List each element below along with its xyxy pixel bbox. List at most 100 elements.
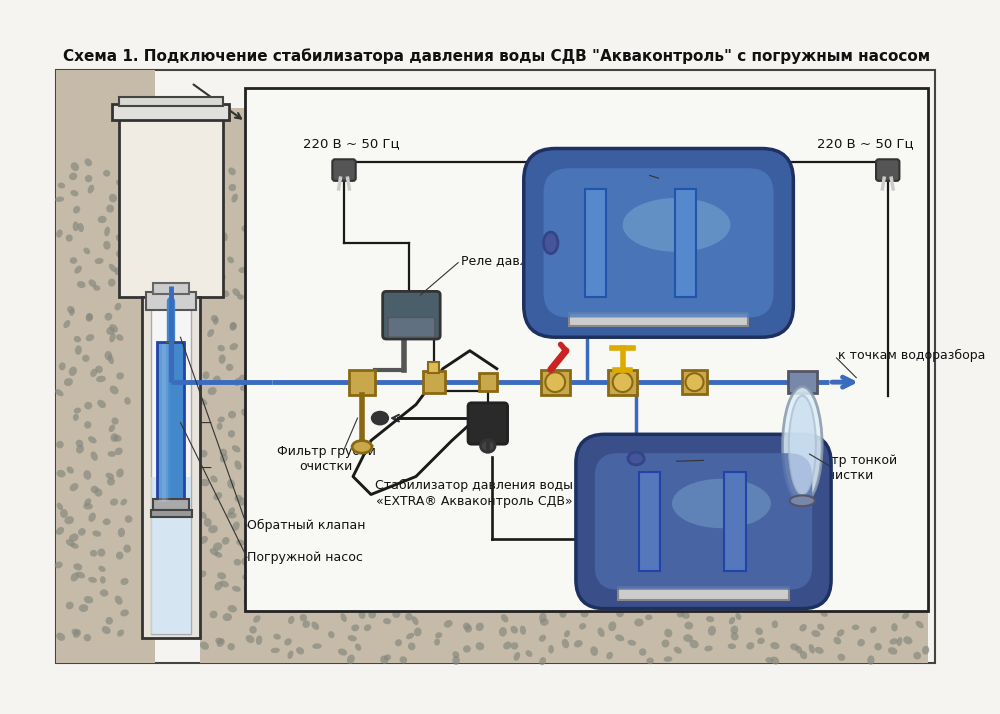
Ellipse shape <box>221 232 228 241</box>
Ellipse shape <box>58 183 65 188</box>
Ellipse shape <box>120 578 129 585</box>
Ellipse shape <box>434 638 440 645</box>
Ellipse shape <box>213 543 222 550</box>
Ellipse shape <box>251 363 258 373</box>
Ellipse shape <box>544 232 558 253</box>
Bar <box>157 342 184 503</box>
Text: Схема 1. Подключение стабилизатора давления воды СДВ "Акваконтроль" с погружным : Схема 1. Подключение стабилизатора давле… <box>63 48 930 64</box>
Ellipse shape <box>109 333 116 343</box>
Ellipse shape <box>435 632 442 638</box>
Ellipse shape <box>562 639 569 648</box>
Ellipse shape <box>57 470 66 478</box>
Ellipse shape <box>84 634 91 641</box>
Ellipse shape <box>218 345 225 351</box>
Ellipse shape <box>681 611 690 619</box>
Ellipse shape <box>539 657 546 665</box>
Ellipse shape <box>88 436 97 443</box>
Ellipse shape <box>110 498 118 506</box>
Ellipse shape <box>109 193 117 202</box>
Ellipse shape <box>198 570 206 578</box>
Ellipse shape <box>56 229 63 238</box>
Ellipse shape <box>114 267 120 276</box>
Ellipse shape <box>213 181 221 189</box>
Ellipse shape <box>765 657 773 663</box>
Ellipse shape <box>217 638 225 647</box>
Ellipse shape <box>384 654 391 660</box>
Ellipse shape <box>406 633 414 639</box>
Ellipse shape <box>248 360 256 369</box>
Ellipse shape <box>731 625 738 634</box>
Ellipse shape <box>110 386 119 394</box>
Ellipse shape <box>464 625 472 633</box>
Ellipse shape <box>246 635 254 643</box>
Ellipse shape <box>796 646 802 653</box>
Ellipse shape <box>105 313 112 321</box>
Ellipse shape <box>104 226 110 236</box>
Ellipse shape <box>857 639 865 646</box>
Ellipse shape <box>115 448 123 455</box>
Ellipse shape <box>77 281 86 288</box>
Ellipse shape <box>800 650 807 659</box>
Ellipse shape <box>499 627 507 637</box>
Ellipse shape <box>85 175 92 182</box>
Bar <box>112 104 229 120</box>
Ellipse shape <box>213 376 221 385</box>
Ellipse shape <box>82 355 90 362</box>
Ellipse shape <box>93 285 100 291</box>
FancyBboxPatch shape <box>468 403 508 444</box>
Ellipse shape <box>216 231 222 240</box>
Ellipse shape <box>254 508 262 515</box>
Ellipse shape <box>837 654 845 661</box>
Ellipse shape <box>677 609 684 618</box>
Ellipse shape <box>228 508 235 515</box>
Bar <box>608 370 637 395</box>
Text: «EXTRA® Акваконтроль СДВ»: «EXTRA® Акваконтроль СДВ» <box>376 496 573 508</box>
Ellipse shape <box>70 190 78 196</box>
Ellipse shape <box>86 313 93 322</box>
Ellipse shape <box>238 267 247 273</box>
Ellipse shape <box>227 479 235 489</box>
Ellipse shape <box>73 221 79 231</box>
Ellipse shape <box>772 620 778 628</box>
FancyBboxPatch shape <box>383 291 440 339</box>
Ellipse shape <box>221 290 229 297</box>
Ellipse shape <box>83 503 93 510</box>
Ellipse shape <box>606 652 613 660</box>
Ellipse shape <box>91 486 99 493</box>
Ellipse shape <box>73 563 82 570</box>
Ellipse shape <box>300 614 307 621</box>
Ellipse shape <box>95 258 104 264</box>
Ellipse shape <box>790 496 815 506</box>
Ellipse shape <box>213 266 221 273</box>
Ellipse shape <box>106 205 114 213</box>
Ellipse shape <box>545 372 565 392</box>
Ellipse shape <box>615 635 624 641</box>
Ellipse shape <box>232 521 240 531</box>
Ellipse shape <box>220 448 227 456</box>
Ellipse shape <box>88 513 96 522</box>
Ellipse shape <box>348 635 357 641</box>
Ellipse shape <box>208 525 218 533</box>
Ellipse shape <box>728 643 736 649</box>
Ellipse shape <box>209 243 217 251</box>
FancyBboxPatch shape <box>332 159 356 181</box>
Ellipse shape <box>120 499 127 506</box>
Ellipse shape <box>63 320 70 328</box>
FancyBboxPatch shape <box>576 434 831 608</box>
Ellipse shape <box>564 630 570 638</box>
Ellipse shape <box>214 582 223 590</box>
Ellipse shape <box>56 527 64 535</box>
Ellipse shape <box>84 402 92 409</box>
Ellipse shape <box>820 610 828 617</box>
Ellipse shape <box>264 540 271 547</box>
Ellipse shape <box>214 552 222 558</box>
Ellipse shape <box>548 645 554 653</box>
Text: 220 В ~ 50 Гц: 220 В ~ 50 Гц <box>303 138 400 151</box>
Ellipse shape <box>241 558 249 565</box>
Ellipse shape <box>108 278 115 286</box>
Ellipse shape <box>870 626 877 633</box>
Ellipse shape <box>503 642 512 650</box>
Ellipse shape <box>540 618 549 625</box>
Ellipse shape <box>102 626 111 634</box>
Ellipse shape <box>250 213 258 221</box>
